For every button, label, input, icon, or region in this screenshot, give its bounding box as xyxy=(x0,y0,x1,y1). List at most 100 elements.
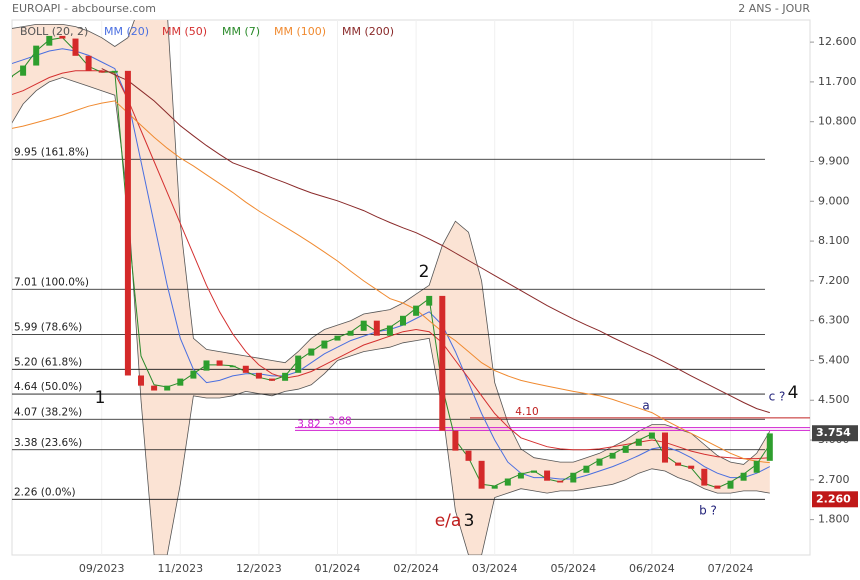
x-tick-label: 03/2024 xyxy=(472,562,518,575)
legend-entry: BOLL (20, 2) xyxy=(20,25,88,38)
candle xyxy=(544,470,551,481)
legend-entry: MM (100) xyxy=(274,25,326,38)
x-tick-label: 09/2023 xyxy=(79,562,125,575)
price-tag-label: 2.260 xyxy=(816,492,851,505)
y-tick-label: 10.800 xyxy=(818,115,857,128)
wave-label: 1 xyxy=(95,388,106,408)
candle xyxy=(688,465,695,469)
fib-label: 3.38 (23.6%) xyxy=(14,437,82,449)
candle xyxy=(33,45,40,66)
candle xyxy=(124,70,131,376)
y-tick-label: 4.500 xyxy=(818,393,850,406)
marker-label: 3.82 xyxy=(297,418,320,430)
candle xyxy=(596,458,603,466)
legend-entry: MM (50) xyxy=(162,25,207,38)
candle xyxy=(98,70,105,73)
y-tick-label: 9.900 xyxy=(818,154,850,167)
candle xyxy=(269,378,275,381)
candle xyxy=(386,325,393,336)
candle xyxy=(46,35,53,46)
wave-label: e/a xyxy=(435,511,462,531)
wave-label: c ? xyxy=(769,390,786,404)
candle xyxy=(570,472,577,483)
chart-subtitle: 2 ANS - JOUR xyxy=(738,2,810,15)
candle xyxy=(517,472,524,479)
candle xyxy=(203,360,210,371)
moving-average xyxy=(12,70,770,460)
candle xyxy=(282,372,289,381)
candle xyxy=(491,485,498,489)
plot-area xyxy=(12,20,810,555)
wave-label: 3 xyxy=(464,511,475,531)
candle xyxy=(753,460,760,473)
x-tick-label: 12/2023 xyxy=(236,562,282,575)
legend-entry: MM (7) xyxy=(222,25,260,38)
candle xyxy=(151,385,158,391)
candle xyxy=(452,430,459,451)
fib-label: 5.99 (78.6%) xyxy=(14,321,82,333)
fib-label: 4.07 (38.2%) xyxy=(14,406,82,418)
price-tag xyxy=(812,425,858,442)
y-tick-label: 2.700 xyxy=(818,473,850,486)
candle xyxy=(360,320,367,331)
candle xyxy=(12,75,13,78)
candle xyxy=(190,370,197,379)
candle xyxy=(295,355,302,373)
chart-title: EUROAPI - abcbourse.com xyxy=(12,2,156,15)
fib-label: 9.95 (161.8%) xyxy=(14,146,89,158)
fib-label: 7.01 (100.0%) xyxy=(14,276,89,288)
x-tick-label: 07/2024 xyxy=(708,562,754,575)
candle xyxy=(583,465,590,473)
moving-average xyxy=(12,100,770,464)
y-tick-label: 8.100 xyxy=(818,234,850,247)
wave-label: 2 xyxy=(419,262,430,282)
candle xyxy=(308,348,315,356)
candle xyxy=(635,438,642,446)
price-tag xyxy=(812,491,858,508)
y-tick-label: 5.400 xyxy=(818,353,850,366)
moving-average xyxy=(101,68,770,414)
candle xyxy=(648,432,655,439)
candle xyxy=(138,375,144,386)
candle xyxy=(439,295,446,431)
candle xyxy=(85,55,92,71)
candle xyxy=(727,480,734,489)
bollinger-fill xyxy=(12,20,770,555)
candle xyxy=(400,315,406,326)
candle xyxy=(111,70,118,73)
candle xyxy=(72,38,79,56)
fib-label: 4.64 (50.0%) xyxy=(14,381,82,393)
candle xyxy=(478,460,485,489)
candle xyxy=(177,378,184,386)
candle xyxy=(321,340,328,349)
candle xyxy=(622,445,629,453)
candle xyxy=(216,360,223,366)
candle xyxy=(164,385,171,391)
candle xyxy=(675,462,682,466)
candle xyxy=(465,450,472,461)
y-tick-label: 9.000 xyxy=(818,194,850,207)
y-tick-label: 7.200 xyxy=(818,274,850,287)
candle xyxy=(531,470,537,473)
y-tick-label: 12.600 xyxy=(818,35,857,48)
candle xyxy=(662,432,668,463)
x-tick-label: 05/2024 xyxy=(550,562,596,575)
x-tick-label: 06/2024 xyxy=(629,562,675,575)
candle xyxy=(701,468,708,486)
x-tick-label: 01/2024 xyxy=(315,562,361,575)
y-tick-label: 11.700 xyxy=(818,75,857,88)
candle xyxy=(740,472,747,481)
candle xyxy=(242,365,249,373)
marker-label: 4.10 xyxy=(515,406,538,418)
wave-label: 4 xyxy=(788,383,799,403)
x-tick-label: 11/2023 xyxy=(157,562,203,575)
fib-label: 2.26 (0.0%) xyxy=(14,486,76,498)
y-tick-label: 1.800 xyxy=(818,513,850,526)
candle xyxy=(59,35,66,39)
candle xyxy=(373,320,380,336)
candle xyxy=(426,295,433,306)
candle xyxy=(557,480,564,483)
plot-frame xyxy=(11,19,811,556)
candle xyxy=(20,65,27,76)
